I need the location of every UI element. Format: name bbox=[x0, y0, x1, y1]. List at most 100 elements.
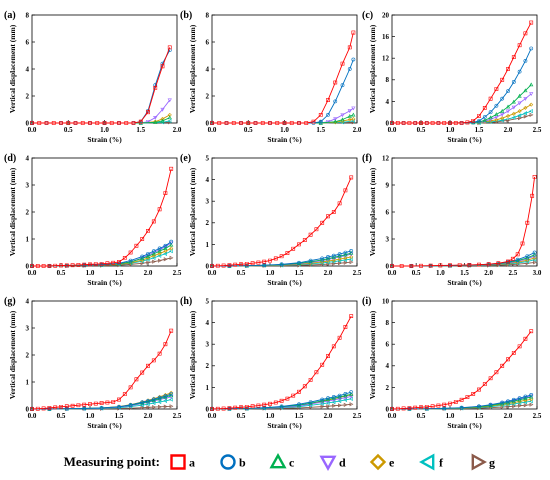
data-point-a bbox=[419, 121, 423, 125]
data-point-a bbox=[419, 405, 423, 410]
panel-label: (d) bbox=[4, 153, 16, 164]
chart-panel: (f) 0 3 6 9 12 0.0 0.5 1.0 1.5 2.0 2.5 3.0 Strain (%)… bbox=[362, 153, 542, 287]
data-point-a bbox=[523, 336, 528, 341]
data-point-a bbox=[308, 232, 313, 237]
x-tick-label: 1.5 bbox=[475, 126, 484, 134]
data-point-d bbox=[511, 105, 516, 110]
data-point-b bbox=[523, 59, 528, 63]
data-point-c bbox=[349, 392, 354, 396]
data-point-f bbox=[528, 109, 533, 114]
data-point-g bbox=[332, 403, 337, 408]
data-point-c bbox=[532, 252, 537, 257]
data-point-a bbox=[93, 401, 98, 406]
data-point-f bbox=[168, 249, 173, 254]
data-point-a bbox=[511, 55, 516, 60]
data-point-b bbox=[99, 406, 104, 410]
data-point-a bbox=[95, 121, 100, 125]
data-point-a bbox=[157, 351, 162, 356]
data-point-e bbox=[529, 102, 534, 107]
data-point-a bbox=[53, 263, 58, 268]
data-point-b bbox=[506, 89, 510, 93]
y-tick-label: 3 bbox=[206, 198, 210, 206]
data-point-a bbox=[146, 110, 150, 115]
x-tick-label: 1.0 bbox=[280, 126, 289, 134]
legend-label-b: b bbox=[239, 456, 246, 470]
data-point-b bbox=[320, 397, 325, 402]
y-tick-label: 0 bbox=[386, 405, 390, 413]
data-point-b bbox=[146, 399, 150, 403]
data-point-a bbox=[488, 96, 493, 101]
data-point-a bbox=[453, 400, 458, 404]
data-point-c bbox=[494, 112, 499, 116]
data-point-a bbox=[459, 121, 464, 125]
data-point-g bbox=[163, 404, 168, 409]
y-tick-label: 6 bbox=[206, 38, 210, 46]
data-point-g bbox=[518, 403, 522, 408]
data-point-b bbox=[169, 392, 174, 396]
data-point-c bbox=[151, 251, 156, 256]
panel-label: (i) bbox=[362, 296, 371, 307]
data-point-a bbox=[111, 260, 116, 265]
y-tick-label: 4 bbox=[386, 98, 390, 106]
data-point-a bbox=[250, 404, 255, 409]
data-point-a bbox=[117, 397, 121, 402]
data-point-a bbox=[117, 121, 121, 125]
data-point-a bbox=[436, 121, 441, 125]
data-point-c bbox=[488, 115, 493, 120]
data-point-d bbox=[523, 97, 528, 101]
chart-panel: (c) 0 4 8 12 16 20 0.0 0.5 1.0 1.5 2.0 2.5 Strain (%)… bbox=[362, 10, 542, 144]
series-line-c bbox=[392, 84, 532, 124]
data-point-a bbox=[105, 400, 110, 405]
series-line-a bbox=[212, 32, 354, 124]
data-point-b bbox=[349, 249, 354, 253]
data-point-g bbox=[343, 260, 348, 265]
series-a bbox=[210, 314, 354, 411]
data-point-b bbox=[279, 262, 284, 267]
panel-label: (g) bbox=[4, 296, 16, 307]
data-point-a bbox=[401, 121, 406, 125]
x-tick-label: 2.0 bbox=[504, 412, 513, 420]
data-point-c bbox=[145, 399, 151, 404]
data-point-a bbox=[37, 121, 42, 125]
y-tick-label: 20 bbox=[382, 11, 390, 19]
y-tick-label: 4 bbox=[206, 65, 210, 73]
data-point-g bbox=[158, 404, 162, 409]
data-point-c bbox=[296, 402, 302, 407]
series-a bbox=[210, 30, 356, 125]
data-point-b bbox=[262, 263, 267, 267]
data-point-a bbox=[146, 363, 150, 368]
data-point-g bbox=[518, 116, 522, 121]
data-point-a bbox=[285, 396, 290, 401]
data-point-c bbox=[167, 115, 172, 120]
data-point-b bbox=[318, 119, 323, 124]
y-tick-label: 4 bbox=[206, 319, 210, 327]
data-point-c bbox=[488, 403, 493, 408]
data-point-b bbox=[482, 115, 487, 119]
series-line-a bbox=[211, 315, 352, 410]
data-point-c bbox=[157, 248, 162, 253]
data-point-a bbox=[35, 264, 40, 268]
series-line-a bbox=[392, 176, 536, 267]
chart-panel: (e) 0 1 2 3 4 5 0.0 0.5 1.0 1.5 2.0 2.5 Strain (%) Ver… bbox=[180, 153, 362, 287]
legend-item-f: f bbox=[419, 453, 444, 471]
y-tick-label: 3 bbox=[26, 181, 30, 189]
data-point-b bbox=[64, 406, 69, 411]
data-point-b bbox=[326, 113, 330, 117]
data-point-b bbox=[517, 396, 522, 401]
data-point-a bbox=[111, 400, 116, 404]
y-tick-label: 10 bbox=[382, 297, 390, 305]
x-tick-label: 0.5 bbox=[57, 269, 66, 277]
x-tick-label: 1.5 bbox=[316, 126, 325, 134]
data-point-a bbox=[291, 246, 296, 251]
x-tick-label: 3.0 bbox=[533, 269, 542, 277]
data-point-a bbox=[297, 389, 301, 394]
data-point-a bbox=[51, 121, 56, 125]
data-point-b bbox=[349, 390, 354, 394]
data-point-g bbox=[152, 259, 157, 264]
chart-panel: (d) 0 1 2 3 4 0.0 0.5 1.0 1.5 2.0 2.5 Strain (%) Vert… bbox=[4, 153, 182, 287]
data-point-b bbox=[343, 250, 348, 255]
y-tick-label: 2 bbox=[206, 92, 210, 100]
legend-label-f: f bbox=[439, 456, 444, 470]
data-point-a bbox=[131, 121, 136, 125]
data-point-a bbox=[517, 344, 522, 349]
